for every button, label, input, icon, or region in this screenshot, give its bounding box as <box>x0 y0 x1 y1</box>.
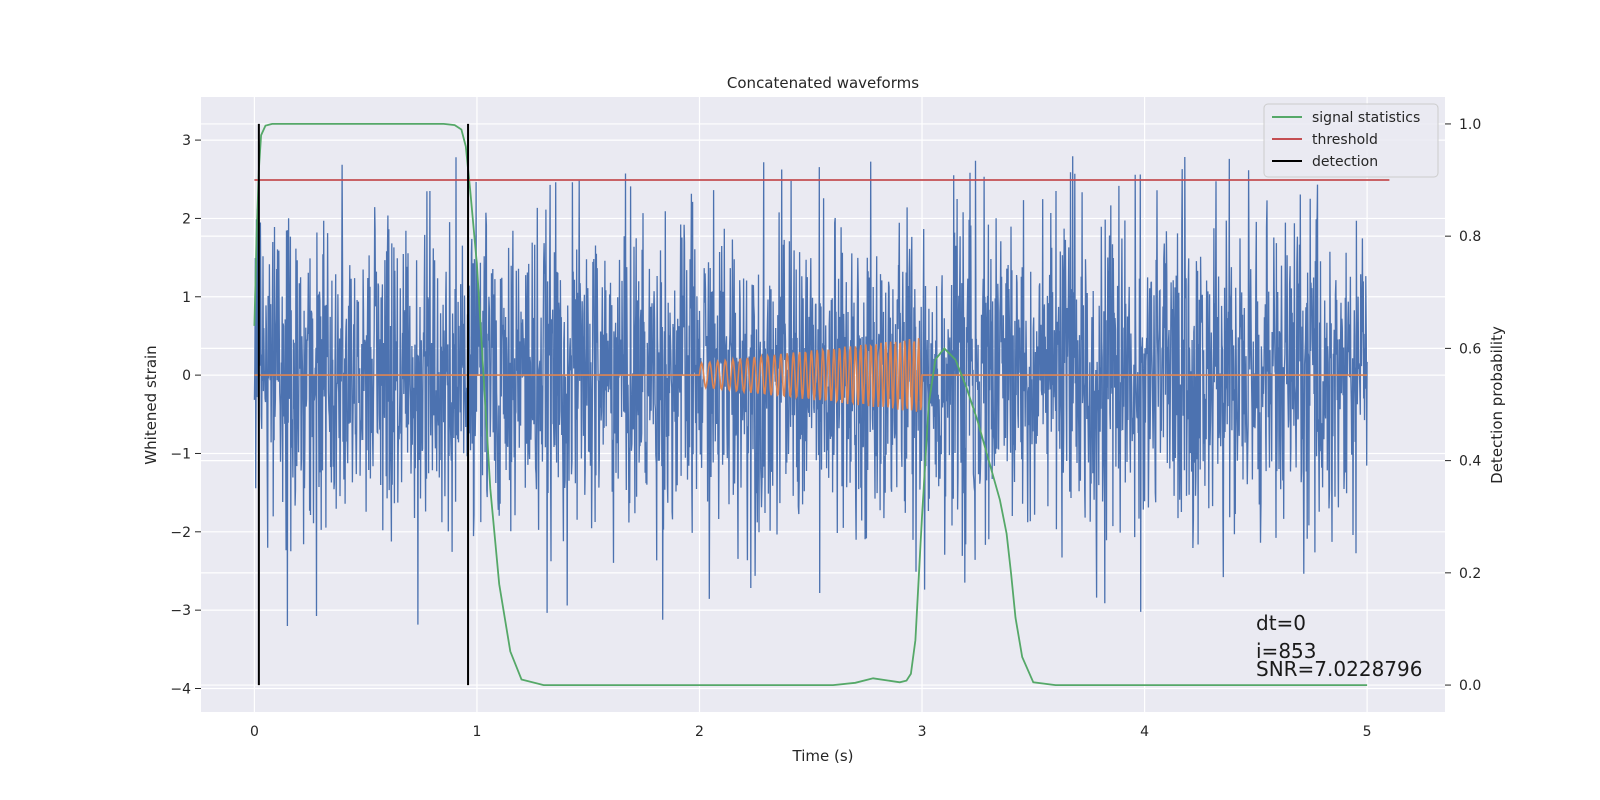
y-axis-label: Whitened strain <box>142 345 160 464</box>
x-tick-label: 1 <box>472 724 481 740</box>
annotation-snr: SNR=7.0228796 <box>1256 657 1422 681</box>
y-right-tick-label: 0.0 <box>1459 678 1481 694</box>
chart-title: Concatenated waveforms <box>727 74 919 92</box>
y-tick-label: 2 <box>182 211 191 227</box>
legend-label-1: threshold <box>1312 132 1378 148</box>
y-right-tick-label: 1.0 <box>1459 117 1481 133</box>
series-layer <box>253 123 1390 686</box>
annotation-i: i=853 <box>1256 639 1317 663</box>
y-tick-label: −1 <box>170 446 191 462</box>
axis-ticks: 0 1 2 3 4 5 −4 −3 −2 −1 0 1 2 3 0.0 0.2 0.4 0.6 0.8 1.0 <box>170 117 1481 740</box>
y-tick-label: 3 <box>182 133 191 149</box>
y-tick-label: −3 <box>170 603 191 619</box>
y-tick-label: 1 <box>182 290 191 306</box>
y-right-axis-label: Detection probability <box>1488 326 1506 484</box>
y-tick-label: −4 <box>170 681 191 697</box>
x-tick-label: 5 <box>1363 724 1372 740</box>
y-right-tick-label: 0.6 <box>1459 341 1481 357</box>
legend-frame <box>1263 103 1439 178</box>
y-tick-label: 0 <box>182 368 191 384</box>
annotations: dt=0 i=853 SNR=7.0228796 <box>1256 611 1422 681</box>
legend-label-0: signal statistics <box>1312 110 1420 126</box>
x-tick-label: 4 <box>1140 724 1149 740</box>
y-right-tick-label: 0.8 <box>1459 229 1481 245</box>
series-signal-statistics <box>253 123 1368 686</box>
series-whitened-strain <box>253 156 1368 627</box>
y-tick-label: −2 <box>170 525 191 541</box>
annotation-dt: dt=0 <box>1256 611 1306 635</box>
x-tick-label: 2 <box>695 724 704 740</box>
legend: signal statistics threshold detection <box>1263 103 1439 178</box>
legend-label-2: detection <box>1312 154 1378 170</box>
y-right-tick-label: 0.4 <box>1459 454 1481 470</box>
x-tick-label: 3 <box>918 724 927 740</box>
x-axis-label: Time (s) <box>792 747 854 765</box>
x-tick-label: 0 <box>250 724 259 740</box>
series-injected-waveform <box>254 338 1368 412</box>
y-right-tick-label: 0.2 <box>1459 566 1481 582</box>
